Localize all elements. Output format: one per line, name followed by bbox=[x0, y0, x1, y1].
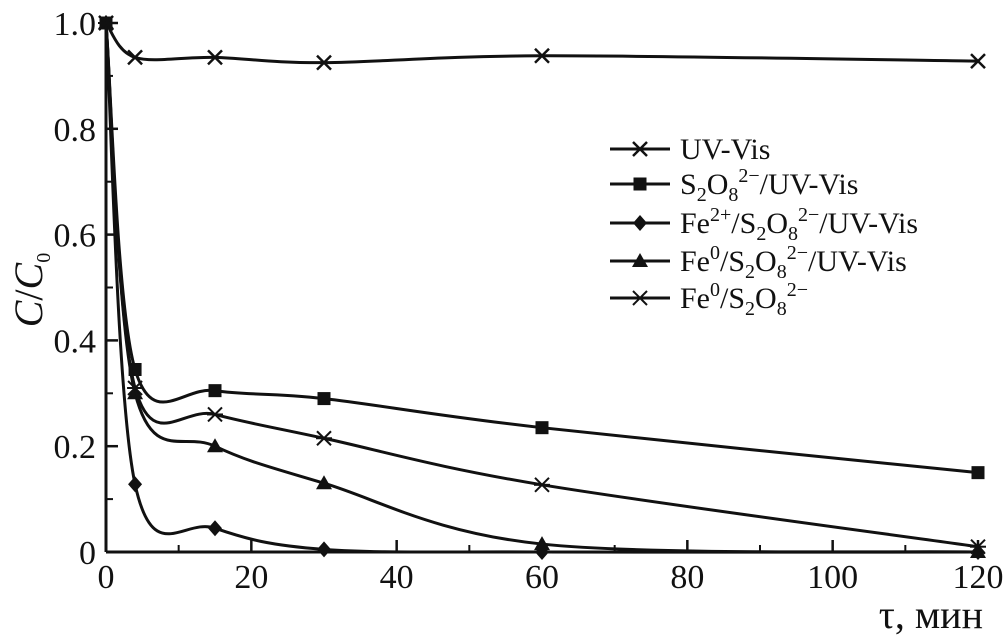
diamond-marker bbox=[128, 476, 143, 493]
x-axis-label: τ, мин bbox=[879, 592, 983, 637]
x-tick-label: 120 bbox=[953, 559, 1003, 596]
y-tick-label: 1.0 bbox=[54, 6, 97, 43]
legend-item: S2O82−/UV-Vis bbox=[610, 165, 858, 206]
series-line bbox=[104, 22, 979, 554]
asterisk-marker bbox=[316, 430, 332, 446]
legend-item: Fe0/S2O82− bbox=[610, 279, 808, 320]
legend-label: UV-Vis bbox=[680, 133, 770, 166]
square-marker bbox=[535, 421, 549, 435]
series-line bbox=[104, 22, 979, 65]
asterisk-marker bbox=[127, 380, 144, 396]
y-tick-label: 0.6 bbox=[54, 218, 97, 255]
asterisk-marker bbox=[632, 290, 648, 306]
x-tick-label: 0 bbox=[98, 559, 115, 596]
asterisk-marker bbox=[534, 477, 550, 493]
legend-label: Fe0/S2O82− bbox=[680, 279, 808, 320]
legend: UV-VisS2O82−/UV-VisFe2+/S2O82−/UV-VisFe0… bbox=[610, 133, 918, 320]
y-tick-label: 0.4 bbox=[54, 323, 97, 360]
asterisk-marker bbox=[207, 406, 223, 423]
triangle-marker bbox=[207, 438, 223, 453]
legend-item: Fe0/S2O82−/UV-Vis bbox=[610, 242, 907, 283]
diamond-marker bbox=[633, 215, 647, 231]
diamond-marker bbox=[317, 541, 331, 558]
x-marker bbox=[207, 49, 223, 66]
y-tick-label: 0.2 bbox=[54, 429, 97, 466]
x-marker bbox=[316, 54, 332, 71]
triangle-marker bbox=[534, 536, 550, 551]
series-3 bbox=[98, 15, 986, 558]
series-0 bbox=[98, 15, 986, 71]
x-tick-label: 80 bbox=[670, 559, 704, 596]
y-tick-label: 0 bbox=[79, 535, 96, 572]
axes bbox=[104, 18, 978, 554]
series-line bbox=[104, 22, 979, 549]
series-line bbox=[104, 22, 979, 554]
diamond-marker bbox=[208, 520, 222, 537]
x-marker bbox=[127, 49, 143, 66]
triangle-marker bbox=[316, 475, 332, 490]
x-tick-label: 40 bbox=[380, 559, 414, 596]
x-marker bbox=[970, 53, 986, 69]
legend-label: Fe2+/S2O82−/UV-Vis bbox=[680, 204, 918, 245]
legend-item: UV-Vis bbox=[610, 133, 770, 166]
legend-item: Fe2+/S2O82−/UV-Vis bbox=[610, 204, 918, 245]
square-marker bbox=[971, 466, 985, 480]
series-lines bbox=[98, 15, 986, 560]
x-tick-label: 60 bbox=[525, 559, 559, 596]
square-marker bbox=[317, 392, 331, 406]
y-tick-label: 0.8 bbox=[54, 112, 97, 149]
series-4 bbox=[98, 15, 986, 555]
x-ticks: 0 20 40 60 80 100 120 bbox=[98, 540, 1003, 596]
series-2 bbox=[99, 15, 985, 560]
triangle-marker bbox=[632, 253, 648, 267]
legend-label: Fe0/S2O82−/UV-Vis bbox=[680, 242, 907, 283]
x-marker bbox=[534, 47, 550, 64]
asterisk-marker bbox=[98, 15, 114, 31]
x-marker bbox=[632, 141, 648, 157]
square-marker bbox=[633, 177, 647, 191]
asterisk-marker bbox=[970, 539, 986, 555]
y-axis-label: C/C0 bbox=[6, 253, 55, 328]
legend-label: S2O82−/UV-Vis bbox=[680, 165, 858, 206]
x-tick-label: 20 bbox=[234, 559, 268, 596]
x-tick-label: 100 bbox=[807, 559, 858, 596]
triangle-marker bbox=[970, 544, 986, 558]
square-marker bbox=[208, 384, 222, 398]
